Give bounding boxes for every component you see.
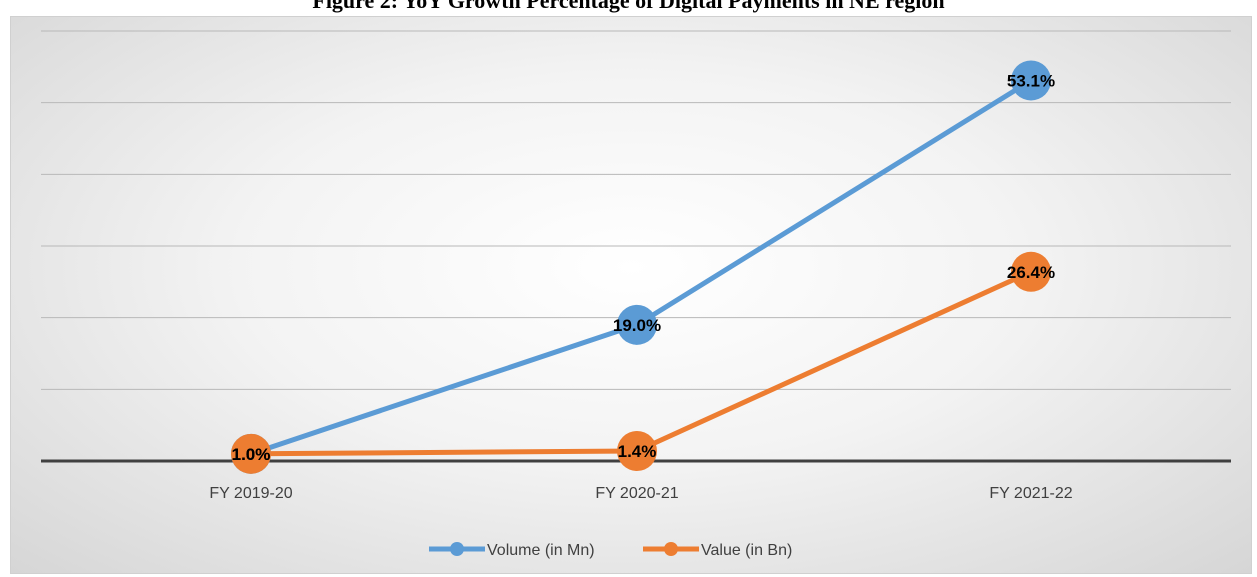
x-tick-label: FY 2021-22 [989,485,1072,502]
data-label: 1.4% [618,442,657,461]
legend-marker [450,542,464,556]
legend-marker [664,542,678,556]
legend-label: Value (in Bn) [701,542,792,559]
series-line [248,77,1034,457]
data-point [1011,60,1051,101]
legend-item: Volume (in Mn) [429,542,595,559]
legend-item: Value (in Bn) [643,542,792,559]
data-label: 1.0% [232,445,271,464]
line-chart: FY 2019-20 FY 2020-21 FY 2021-22 1.0% 19.0% 5… [41,30,1231,559]
series-line [248,269,1034,457]
data-point [231,433,271,474]
x-tick-label: FY 2019-20 [209,485,292,502]
chart-title: Figure 2: YoY Growth Percentage of Digit… [312,0,945,13]
x-tick-label: FY 2020-21 [595,485,678,502]
data-point [617,430,657,471]
data-point [1011,251,1051,292]
data-label: 26.4% [1007,263,1055,282]
data-label: 53.1% [1007,71,1055,90]
data-label: 1.0% [232,445,271,464]
data-point [617,304,657,345]
legend-label: Volume (in Mn) [487,542,595,559]
chart-area: FY 2019-20 FY 2020-21 FY 2021-22 1.0% 19.0% 5… [10,16,1252,574]
data-label: 19.0% [613,316,661,335]
